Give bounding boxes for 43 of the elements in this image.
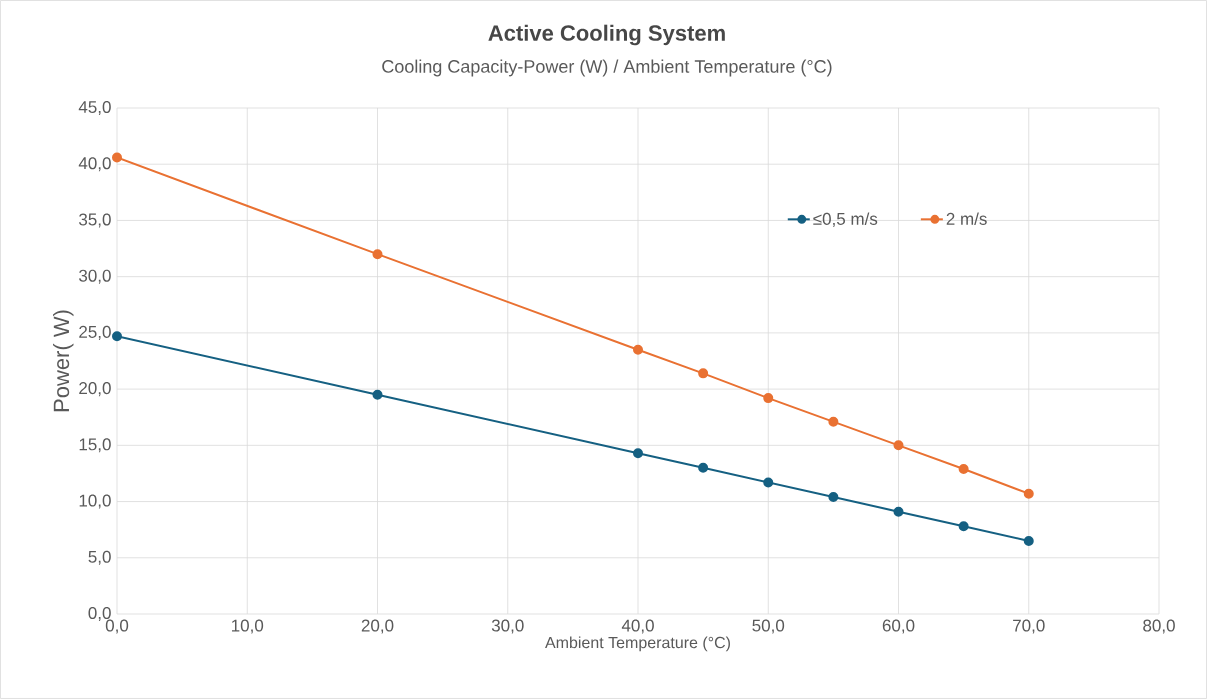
- point: [372, 249, 383, 260]
- point: [633, 448, 643, 459]
- y-tick-label: 25,0: [79, 325, 111, 340]
- chart-subtitle: Cooling Capacity-Power (W) / Ambient Temperature (°C): [382, 59, 832, 77]
- y-tick-label: 30,0: [79, 269, 111, 284]
- y-axis-title: Power( W): [53, 310, 74, 412]
- point: [112, 152, 122, 163]
- y-tick-label: 45,0: [78, 100, 111, 116]
- point: [763, 393, 774, 404]
- x-tick-label: 40,0: [621, 619, 654, 634]
- point: [958, 463, 969, 474]
- point: [698, 462, 709, 473]
- y-tick-label: 5,0: [88, 550, 111, 565]
- x-tick-label: 60,0: [882, 619, 915, 634]
- x-tick-label: 80,0: [1143, 619, 1175, 634]
- point: [633, 344, 643, 355]
- x-tick-label: 10,0: [232, 619, 264, 634]
- point: [893, 440, 904, 451]
- x-tick-label: 50,0: [752, 619, 785, 634]
- x-axis-title: Ambient Temperature (°C): [545, 636, 730, 652]
- point: [372, 389, 383, 400]
- y-tick-label: 15,0: [79, 438, 111, 453]
- legend-label: 2 m/s: [946, 212, 987, 225]
- y-tick-label: 35,0: [79, 213, 111, 228]
- point: [112, 331, 122, 342]
- y-tick-label: 40,0: [78, 157, 111, 172]
- x-tick-label: 20,0: [361, 619, 394, 634]
- point: [893, 506, 904, 517]
- legend-label: ≤0,5 m/s: [813, 212, 878, 227]
- point: [698, 368, 709, 379]
- y-tick-label: 10,0: [79, 494, 111, 509]
- x-tick-label: 70,0: [1013, 619, 1045, 634]
- point: [828, 416, 839, 427]
- x-tick-label: 0,0: [105, 619, 129, 634]
- y-tick-label: 0,0: [88, 606, 111, 622]
- point: [828, 492, 839, 503]
- y-tick-label: 20,0: [79, 382, 111, 397]
- point: [958, 521, 969, 532]
- point: [1023, 488, 1034, 499]
- x-tick-label: 30,0: [491, 619, 524, 634]
- chart-title: Active Cooling System: [488, 24, 725, 46]
- point: [1023, 535, 1034, 546]
- point: [763, 477, 774, 488]
